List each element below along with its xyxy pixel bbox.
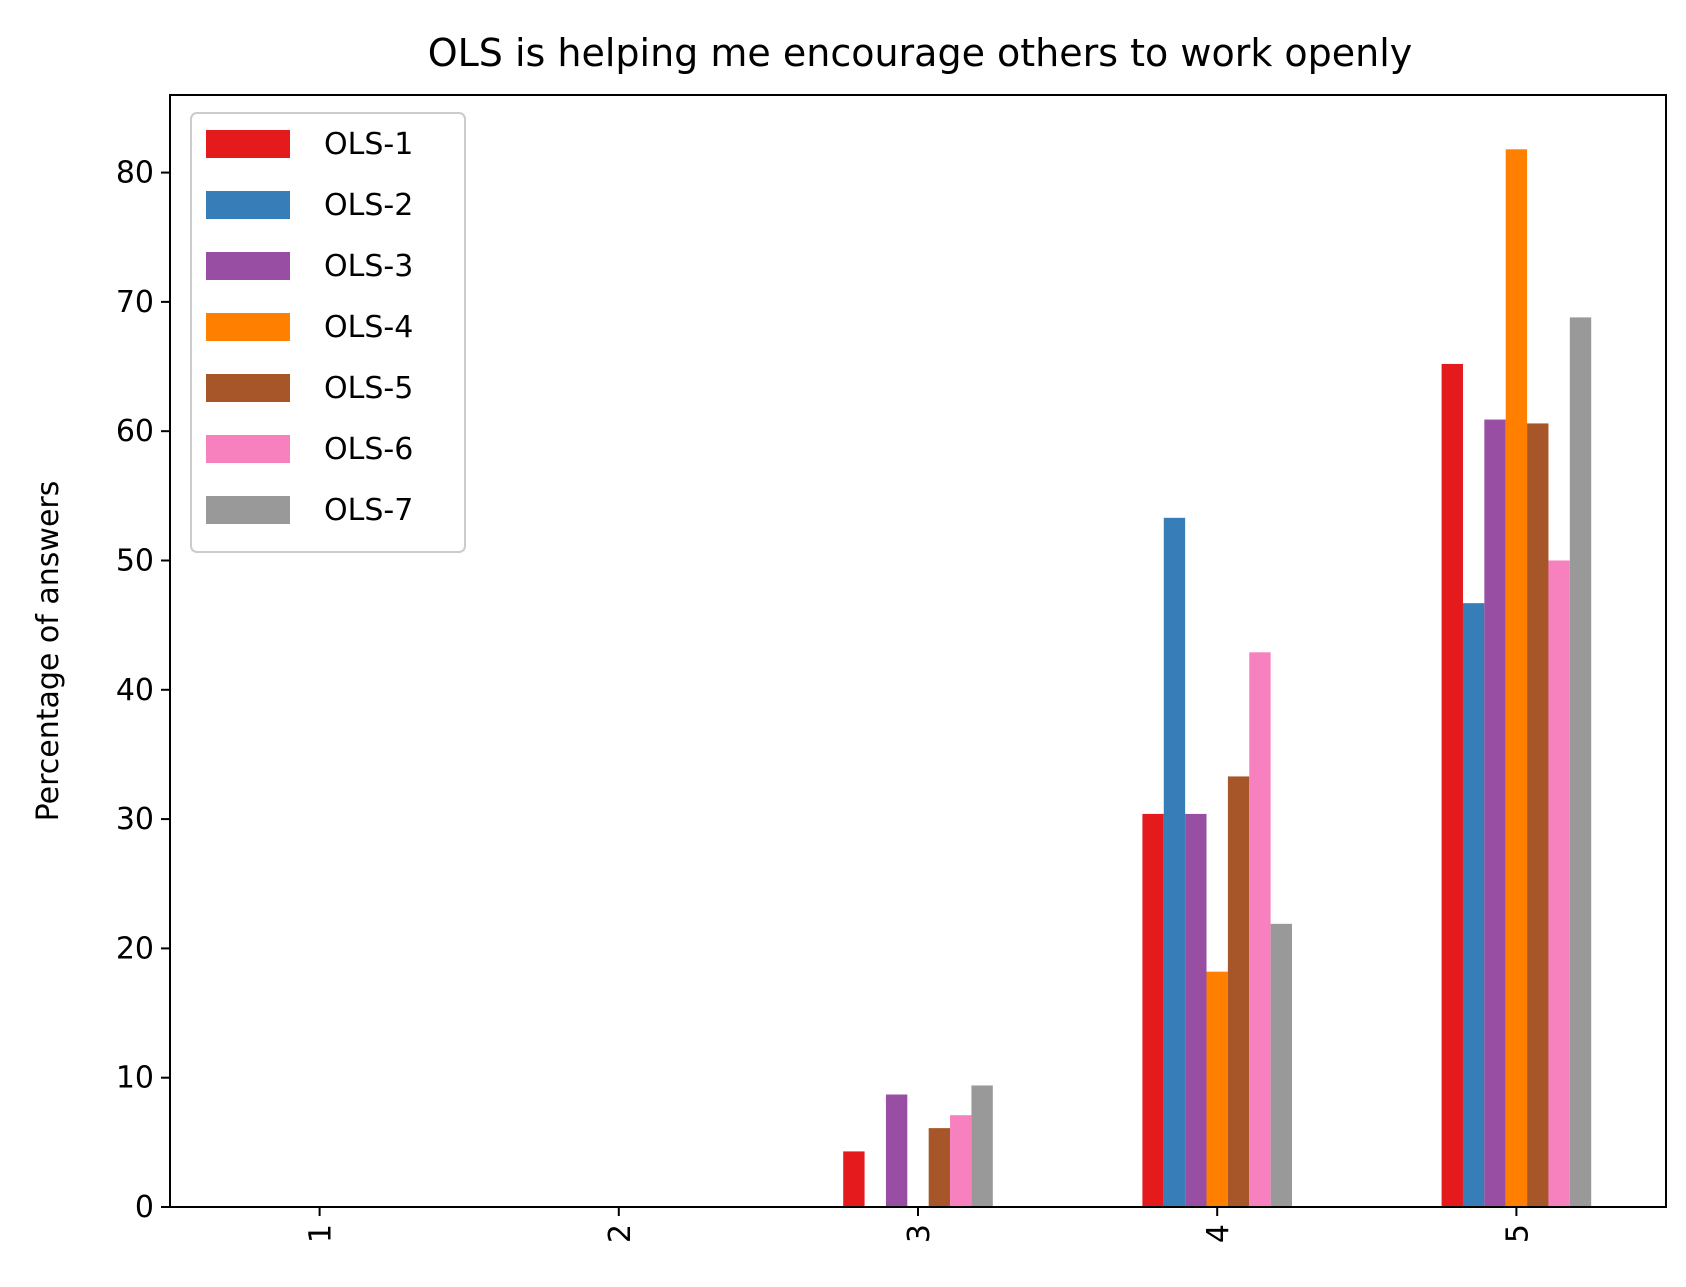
legend-swatch bbox=[206, 191, 290, 219]
bar-ols-2-cat-5 bbox=[1462, 603, 1485, 1207]
bar-ols-4-cat-5 bbox=[1505, 149, 1528, 1207]
legend-swatch bbox=[206, 374, 290, 402]
chart-title: OLS is helping me encourage others to wo… bbox=[428, 31, 1413, 75]
bars bbox=[843, 149, 1592, 1207]
y-tick-label: 20 bbox=[116, 931, 154, 966]
bar-ols-1-cat-5 bbox=[1441, 363, 1463, 1207]
legend-label: OLS-5 bbox=[324, 371, 413, 406]
bar-ols-1-cat-3 bbox=[843, 1151, 865, 1207]
legend-label: OLS-7 bbox=[324, 493, 413, 528]
y-axis-ticks: 0 10 20 30 40 50 60 70 80 bbox=[116, 156, 170, 1225]
y-tick-label: 50 bbox=[116, 543, 154, 578]
x-tick-label: 1 bbox=[304, 1224, 339, 1243]
x-tick-label: 4 bbox=[1201, 1224, 1236, 1243]
legend-swatch bbox=[206, 252, 290, 280]
bar-ols-3-cat-5 bbox=[1484, 419, 1506, 1207]
bar-ols-4-cat-4 bbox=[1206, 971, 1228, 1207]
y-tick-label: 30 bbox=[116, 802, 154, 837]
legend-label: OLS-1 bbox=[324, 127, 413, 162]
bar-ols-6-cat-3 bbox=[950, 1115, 972, 1207]
x-tick-label: 5 bbox=[1500, 1224, 1535, 1243]
bar-ols-5-cat-3 bbox=[928, 1128, 951, 1207]
bar-ols-3-cat-3 bbox=[885, 1094, 908, 1207]
bar-ols-5-cat-5 bbox=[1527, 423, 1549, 1207]
legend-swatch bbox=[206, 496, 290, 524]
bar-ols-7-cat-4 bbox=[1270, 923, 1292, 1207]
y-tick-label: 10 bbox=[116, 1061, 154, 1096]
plot-frame bbox=[169, 94, 1667, 1208]
legend-swatch bbox=[206, 130, 290, 158]
x-tick-label: 2 bbox=[603, 1224, 638, 1243]
legend-label: OLS-6 bbox=[324, 432, 413, 467]
y-tick-label: 70 bbox=[116, 285, 154, 320]
x-axis-ticks: 1 2 3 4 5 bbox=[304, 1207, 1535, 1243]
bar-ols-3-cat-4 bbox=[1185, 813, 1207, 1207]
legend-swatch bbox=[206, 313, 290, 341]
y-tick-label: 80 bbox=[116, 156, 154, 191]
y-tick-label: 60 bbox=[116, 414, 154, 449]
bar-ols-6-cat-4 bbox=[1249, 652, 1271, 1207]
legend-label: OLS-2 bbox=[324, 188, 413, 223]
y-tick-label: 40 bbox=[116, 673, 154, 708]
legend-swatch bbox=[206, 435, 290, 463]
y-tick-label: 0 bbox=[135, 1190, 154, 1225]
bar-ols-7-cat-5 bbox=[1569, 317, 1592, 1207]
y-axis-label: Percentage of answers bbox=[31, 481, 66, 822]
x-tick-label: 3 bbox=[902, 1224, 937, 1243]
bar-ols-7-cat-3 bbox=[971, 1085, 993, 1207]
legend-label: OLS-3 bbox=[324, 249, 413, 284]
legend-label: OLS-4 bbox=[324, 310, 413, 345]
bar-ols-1-cat-4 bbox=[1142, 813, 1164, 1207]
bar-ols-2-cat-4 bbox=[1163, 517, 1186, 1207]
bar-ols-5-cat-4 bbox=[1227, 776, 1250, 1207]
bar-ols-6-cat-5 bbox=[1548, 560, 1570, 1207]
legend: OLS-1 OLS-2 OLS-3 OLS-4 OLS-5 OLS-6 OLS-7 bbox=[190, 112, 466, 553]
